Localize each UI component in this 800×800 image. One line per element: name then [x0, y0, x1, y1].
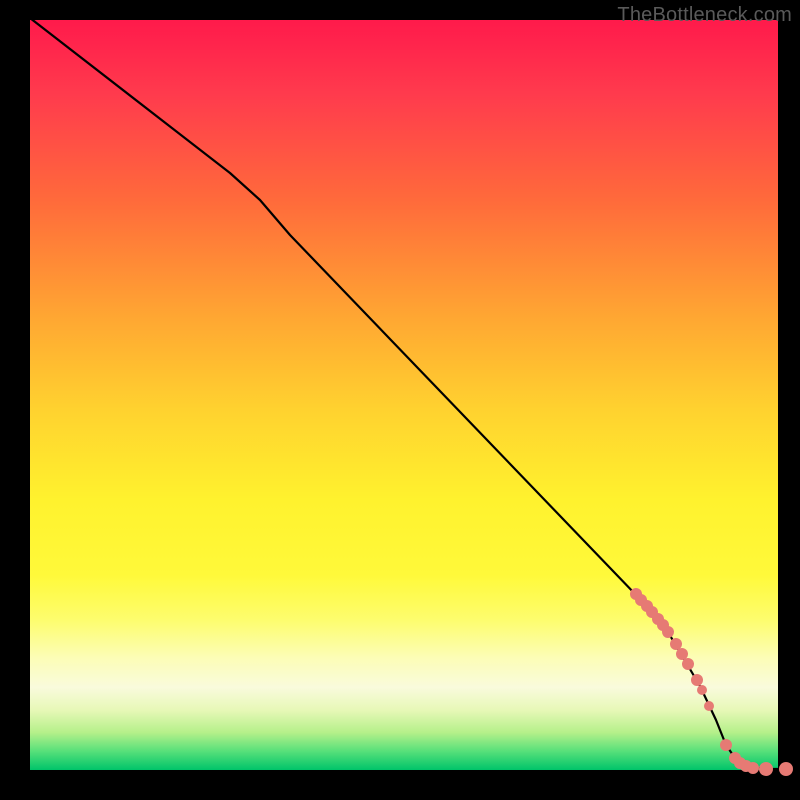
gradient-background — [30, 20, 778, 770]
watermark-text: TheBottleneck.com — [617, 4, 792, 27]
chart-plot — [0, 0, 800, 800]
